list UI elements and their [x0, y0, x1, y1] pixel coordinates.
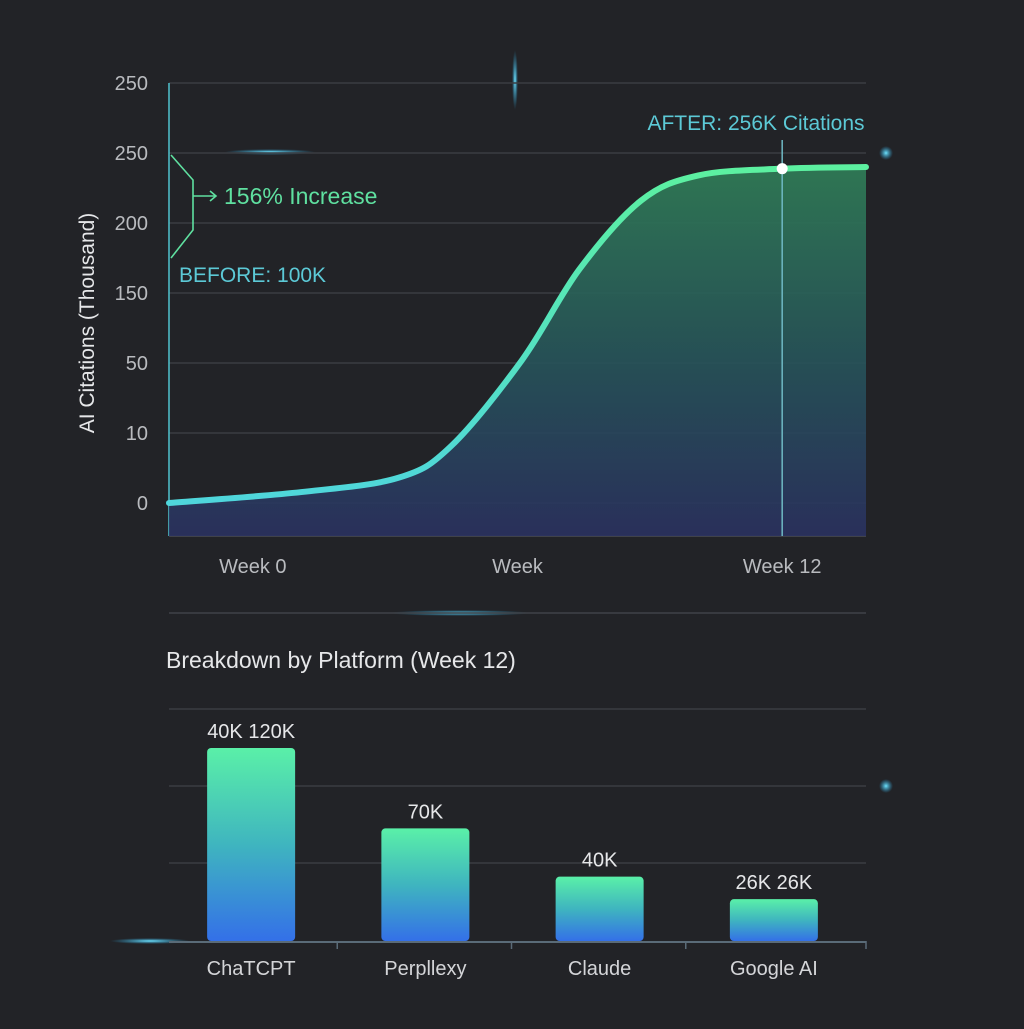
x-tick-label: Week 0 [219, 556, 286, 578]
line-area-chart: 250 250 200 150 50 10 0 AI Citations (Thousand)… [76, 73, 869, 578]
glow-decoration [225, 149, 315, 155]
bar-value-label: 40K 120K [207, 721, 296, 743]
y-tick-label: 0 [137, 493, 148, 515]
x-tick-label: ChaTCPT [207, 958, 296, 980]
after-annotation: AFTER: 256K Citations [647, 112, 864, 135]
bar [555, 876, 644, 941]
bar-value-label: 40K [582, 850, 618, 872]
increase-annotation: 156% Increase [224, 183, 377, 209]
bar-value-label: 26K 26K [736, 872, 813, 894]
bar [729, 899, 818, 941]
x-tick-label: Perpllexy [384, 958, 466, 980]
y-tick-label: 50 [126, 353, 148, 375]
bar-chart-title: Breakdown by Platform (Week 12) [166, 647, 516, 673]
glow-dot [879, 779, 893, 793]
x-tick-label: Week 12 [743, 556, 822, 578]
bar-chart: Breakdown by Platform (Week 12) 40K 120K C… [166, 612, 867, 980]
glow-decoration [512, 50, 518, 110]
marker-point [776, 163, 788, 175]
x-tick-label: Google AI [730, 958, 818, 980]
y-tick-label: 150 [115, 283, 148, 305]
x-tick-label: Week [492, 556, 544, 578]
area-fill [169, 167, 866, 536]
x-tick-label: Claude [568, 958, 631, 980]
series-line [166, 164, 869, 506]
bar-value-label: 70K [408, 801, 444, 823]
bar [207, 748, 296, 941]
glow-dot [879, 146, 893, 160]
y-tick-label: 250 [115, 143, 148, 165]
bracket-arrow-icon [170, 154, 218, 259]
y-tick-label: 250 [115, 73, 148, 95]
y-tick-label: 10 [126, 423, 148, 445]
bar [381, 828, 470, 941]
before-annotation: BEFORE: 100K [179, 264, 326, 287]
y-tick-label: 200 [115, 213, 148, 235]
y-axis-label: AI Citations (Thousand) [76, 213, 99, 434]
